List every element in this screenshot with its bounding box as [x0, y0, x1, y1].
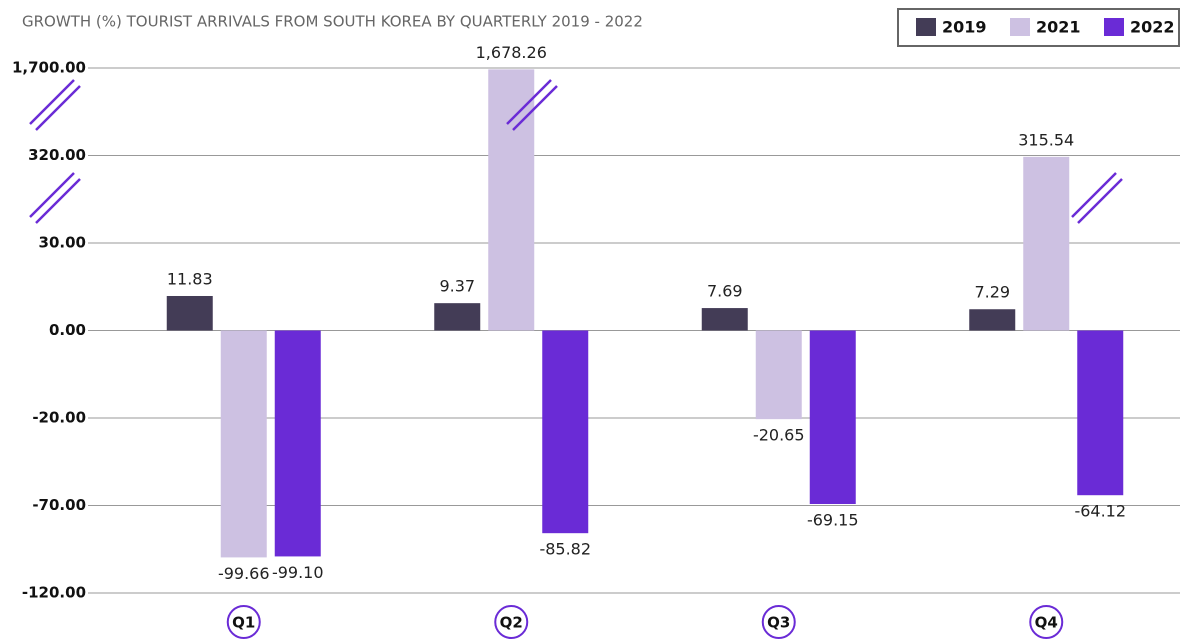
y-tick-label: -120.00 [22, 584, 86, 602]
y-tick-label: -70.00 [32, 496, 86, 514]
axis-break [29, 79, 81, 224]
legend-swatch [1104, 18, 1124, 36]
legend-box [897, 8, 1180, 47]
y-tick-label: 0.00 [49, 321, 86, 339]
category-badge [761, 605, 796, 639]
legend-swatch [916, 18, 936, 36]
value-label: 7.69 [707, 282, 743, 301]
bar [1077, 330, 1124, 496]
y-tick-label: 1,700.00 [12, 59, 86, 77]
legend-swatch [1010, 18, 1030, 36]
legend-label: 2019 [942, 18, 987, 37]
x-tick-label: Q2 [500, 614, 523, 632]
bar-break [506, 79, 1123, 224]
y-tick-label: 320.00 [28, 146, 86, 164]
bar [755, 330, 802, 420]
value-label: 315.54 [1018, 130, 1074, 149]
bar [274, 330, 321, 557]
bar [969, 309, 1016, 331]
value-label: -99.10 [272, 563, 324, 582]
x-tick-label: Q1 [232, 614, 255, 632]
legend-label: 2021 [1036, 18, 1081, 37]
category-badge [226, 605, 261, 639]
y-tick-label: -20.00 [32, 409, 86, 427]
bar [220, 330, 267, 558]
bar [166, 295, 213, 331]
value-label: -69.15 [807, 511, 859, 530]
plot: 1,700.00 320.00 30.00 0.00 -20.00 -70.00 -120.… [12, 43, 1180, 639]
legend-label: 2022 [1130, 18, 1175, 37]
y-tick-label: 30.00 [39, 234, 86, 252]
legend: 2019 2021 2022 [916, 18, 1175, 37]
value-label: 1,678.26 [476, 43, 547, 62]
value-label: -64.12 [1074, 502, 1126, 521]
x-tick-label: Q4 [1035, 614, 1058, 632]
value-label: -20.65 [753, 426, 805, 445]
bar [488, 69, 535, 331]
category-badge [1029, 605, 1064, 639]
bar [434, 303, 481, 331]
value-label: -99.66 [218, 564, 270, 583]
bar [1023, 156, 1070, 331]
bar [542, 330, 589, 534]
category-badge [494, 605, 529, 639]
value-label: -85.82 [539, 540, 591, 559]
bar [701, 308, 748, 331]
value-label: 9.37 [439, 277, 475, 296]
bar [809, 330, 856, 505]
chart-title: GROWTH (%) TOURIST ARRIVALS FROM SOUTH K… [22, 13, 643, 31]
value-label: 11.83 [167, 269, 213, 288]
value-label: 7.29 [974, 283, 1010, 302]
x-tick-label: Q3 [767, 614, 790, 632]
